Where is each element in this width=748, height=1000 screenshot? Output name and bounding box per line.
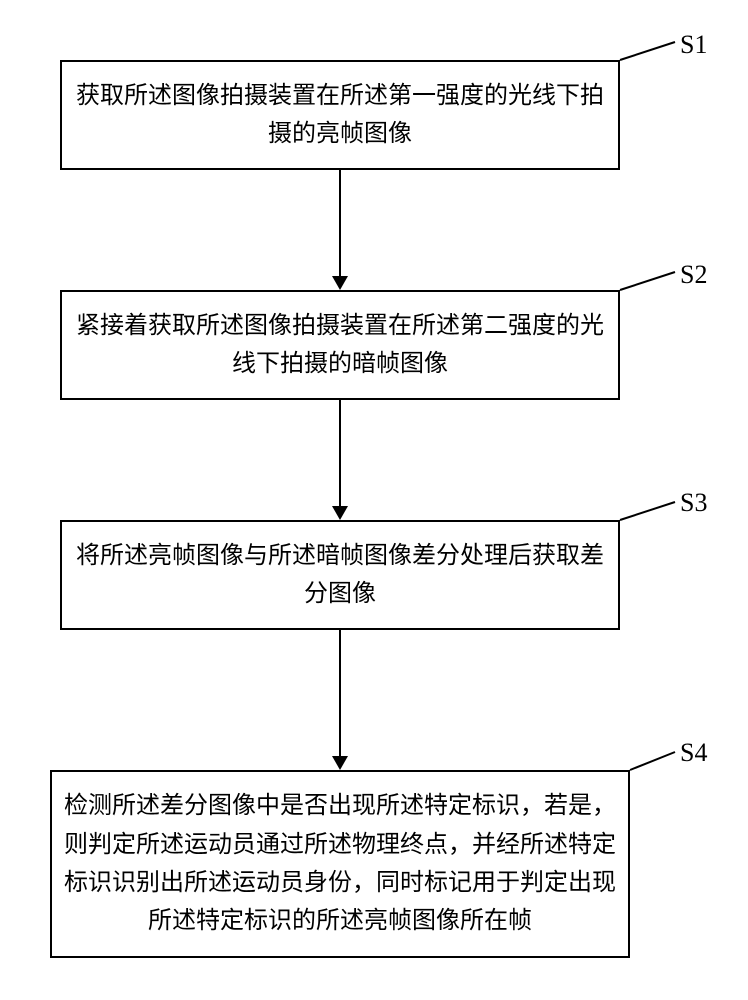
- step-box-s3: 将所述亮帧图像与所述暗帧图像差分处理后获取差分图像: [60, 520, 620, 630]
- step-label-s4: S4: [680, 738, 707, 768]
- arrow-head-s2-s3: [332, 506, 348, 520]
- step-box-s2: 紧接着获取所述图像拍摄装置在所述第二强度的光线下拍摄的暗帧图像: [60, 290, 620, 400]
- arrow-head-s3-s4: [332, 756, 348, 770]
- arrow-s2-s3: [339, 400, 341, 506]
- arrow-s1-s2: [339, 170, 341, 276]
- flowchart-canvas: 获取所述图像拍摄装置在所述第一强度的光线下拍摄的亮帧图像 S1 紧接着获取所述图…: [0, 0, 748, 1000]
- step-text-s3: 将所述亮帧图像与所述暗帧图像差分处理后获取差分图像: [74, 537, 606, 614]
- step-box-s1: 获取所述图像拍摄装置在所述第一强度的光线下拍摄的亮帧图像: [60, 60, 620, 170]
- step-label-s3: S3: [680, 488, 707, 518]
- step-text-s2: 紧接着获取所述图像拍摄装置在所述第二强度的光线下拍摄的暗帧图像: [74, 307, 606, 384]
- step-label-s1: S1: [680, 30, 707, 60]
- arrow-head-s1-s2: [332, 276, 348, 290]
- step-text-s1: 获取所述图像拍摄装置在所述第一强度的光线下拍摄的亮帧图像: [74, 77, 606, 154]
- step-text-s4: 检测所述差分图像中是否出现所述特定标识，若是，则判定所述运动员通过所述物理终点，…: [64, 787, 616, 941]
- step-label-s2: S2: [680, 260, 707, 290]
- step-box-s4: 检测所述差分图像中是否出现所述特定标识，若是，则判定所述运动员通过所述物理终点，…: [50, 770, 630, 958]
- arrow-s3-s4: [339, 630, 341, 756]
